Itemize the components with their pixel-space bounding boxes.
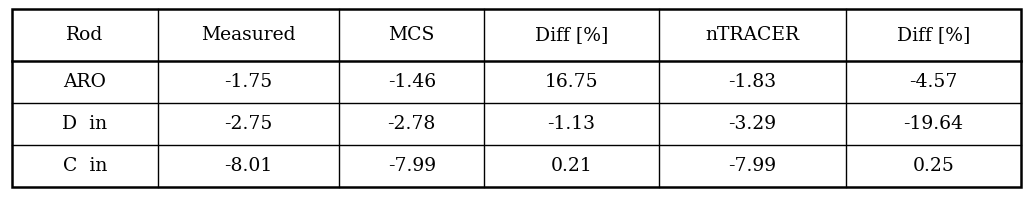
Text: Diff [%]: Diff [%] bbox=[535, 26, 608, 44]
Text: nTRACER: nTRACER bbox=[706, 26, 800, 44]
Text: ARO: ARO bbox=[64, 73, 106, 91]
Text: -8.01: -8.01 bbox=[224, 157, 273, 175]
Text: Rod: Rod bbox=[66, 26, 103, 44]
Text: 0.21: 0.21 bbox=[551, 157, 592, 175]
Text: Measured: Measured bbox=[201, 26, 295, 44]
Text: Diff [%]: Diff [%] bbox=[897, 26, 970, 44]
Text: -19.64: -19.64 bbox=[904, 115, 964, 133]
Text: 0.25: 0.25 bbox=[912, 157, 954, 175]
Text: 16.75: 16.75 bbox=[544, 73, 598, 91]
Text: -1.46: -1.46 bbox=[387, 73, 436, 91]
Text: C  in: C in bbox=[63, 157, 107, 175]
Text: -2.78: -2.78 bbox=[387, 115, 436, 133]
Text: -1.13: -1.13 bbox=[547, 115, 596, 133]
Text: -4.57: -4.57 bbox=[909, 73, 958, 91]
Text: D  in: D in bbox=[62, 115, 107, 133]
Text: MCS: MCS bbox=[388, 26, 435, 44]
Text: -1.83: -1.83 bbox=[728, 73, 777, 91]
Text: -2.75: -2.75 bbox=[224, 115, 273, 133]
Text: -3.29: -3.29 bbox=[728, 115, 777, 133]
Text: -7.99: -7.99 bbox=[728, 157, 777, 175]
Text: -7.99: -7.99 bbox=[387, 157, 436, 175]
Text: -1.75: -1.75 bbox=[224, 73, 273, 91]
